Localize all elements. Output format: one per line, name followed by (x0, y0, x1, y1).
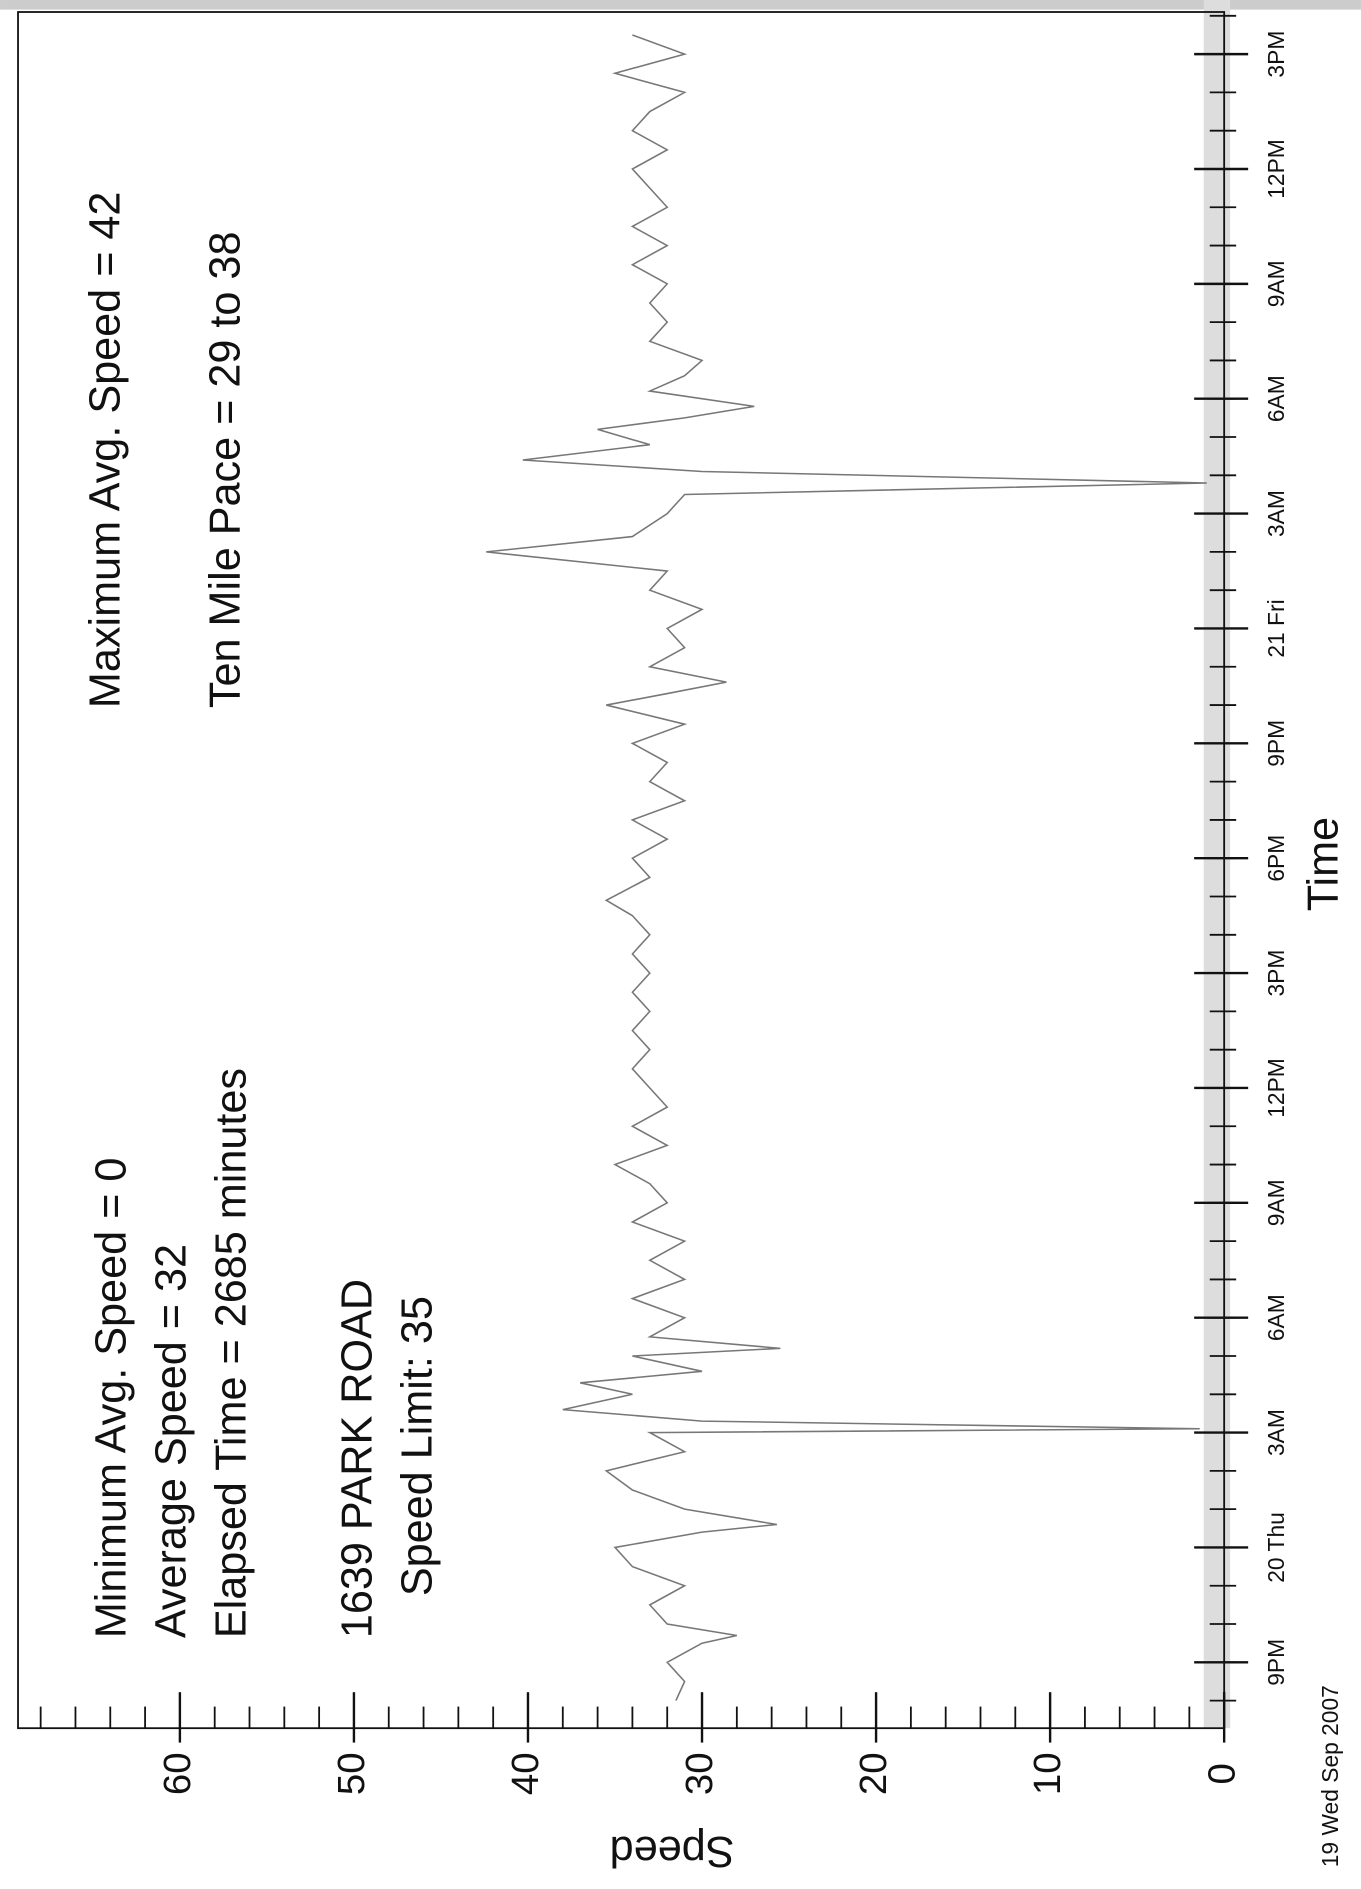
speed-line (486, 34, 1207, 1701)
plot-frame (17, 11, 1226, 1730)
x-tick-label: 3PM (1263, 31, 1289, 78)
x-tick-label: 9PM (1263, 720, 1289, 767)
y-axis-label: Speed (610, 1827, 735, 1875)
annotation: Ten Mile Pace = 29 to 38 (201, 232, 249, 709)
x-tick-label: 9AM (1263, 260, 1289, 307)
x-tick-label: 6AM (1263, 375, 1289, 422)
y-tick-label: 10 (1026, 1752, 1069, 1795)
x-tick-label: 21 Fri (1263, 599, 1289, 657)
y-tick-label: 30 (678, 1752, 721, 1795)
annotation: Average Speed = 32 (147, 1244, 195, 1638)
start-date-label: 19 Wed Sep 2007 (1317, 1685, 1343, 1867)
x-tick-label: 3AM (1263, 490, 1289, 537)
y-tick-label: 40 (504, 1752, 547, 1795)
y-tick-label: 0 (1200, 1763, 1243, 1784)
x-tick-label: 12PM (1263, 1058, 1289, 1118)
x-tick-label: 3AM (1263, 1409, 1289, 1456)
x-tick-label: 6PM (1263, 835, 1289, 882)
annotation: 1639 PARK ROAD (333, 1279, 381, 1638)
y-tick-label: 60 (156, 1752, 199, 1795)
x-tick-label: 6AM (1263, 1294, 1289, 1341)
x-tick-label: 12PM (1263, 139, 1289, 199)
annotation: Minimum Avg. Speed = 0 (87, 1158, 135, 1639)
y-tick-label: 50 (330, 1752, 373, 1795)
y-tick-label: 20 (852, 1752, 895, 1795)
scan-band (1203, 0, 1231, 1729)
annotation: Speed Limit: 35 (393, 1296, 441, 1596)
annotation: Maximum Avg. Speed = 42 (81, 192, 129, 709)
x-axis-label: Time (1300, 817, 1348, 911)
x-tick-label: 9AM (1263, 1179, 1289, 1226)
x-tick-label: 9PM (1263, 1639, 1289, 1686)
x-tick-label: 20 Thu (1263, 1512, 1289, 1583)
scan-band (0, 0, 1361, 10)
x-tick-label: 3PM (1263, 950, 1289, 997)
annotation: Elapsed Time = 2685 minutes (207, 1068, 255, 1638)
